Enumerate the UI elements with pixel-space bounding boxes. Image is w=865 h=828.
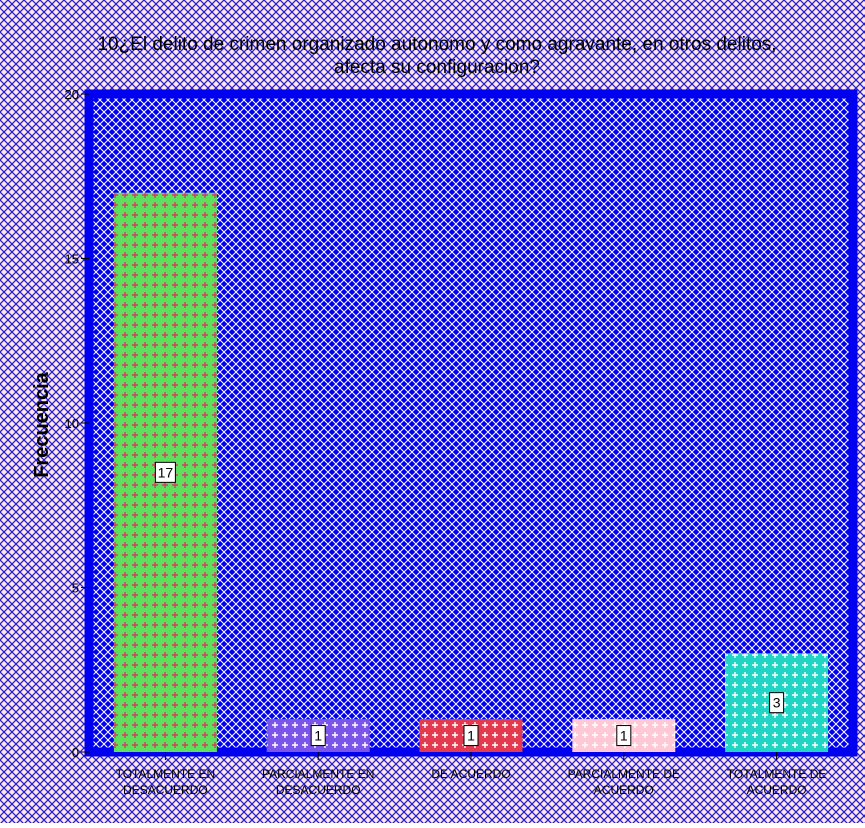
x-tick-label: DE ACUERDO <box>431 767 510 781</box>
data-label: 17 <box>158 464 174 480</box>
y-axis-label: Frecuencia <box>31 371 53 477</box>
data-label-box <box>310 725 326 747</box>
data-label-box <box>154 461 176 483</box>
x-tick-label: DESACUERDO <box>123 783 208 797</box>
x-tick-label: TOTALMENTE EN <box>116 767 216 781</box>
data-label: 1 <box>620 728 628 744</box>
x-tick-label: ACUERDO <box>594 783 654 797</box>
x-tick-label: PARCIALMENTE EN <box>262 767 374 781</box>
y-tick-label: 0 <box>72 745 79 760</box>
x-tick-label: ACUERDO <box>747 783 807 797</box>
chart-title-line-2: afecta su configuracion? <box>334 57 540 78</box>
y-tick-label: 5 <box>72 581 79 596</box>
data-label-box <box>616 725 632 747</box>
data-label: 1 <box>467 728 475 744</box>
data-label: 3 <box>773 695 781 711</box>
x-tick-label: PARCIALMENTE DE <box>568 767 680 781</box>
y-tick-label: 10 <box>65 416 79 431</box>
y-tick-label: 20 <box>65 87 79 102</box>
data-label-box <box>463 725 479 747</box>
y-tick-label: 15 <box>65 252 79 267</box>
plot-area: 0 5 10 15 20 17 TOTALMENTE EN DESACUERDO 1 PARCIA… <box>65 87 858 797</box>
data-label: 1 <box>314 728 322 744</box>
x-tick-label: DESACUERDO <box>276 783 361 797</box>
data-label-box <box>769 692 785 714</box>
chart-title-line-1: 10¿El delito de crimen organizado autono… <box>97 34 776 55</box>
x-tick-label: TOTALMENTE DE <box>727 767 827 781</box>
